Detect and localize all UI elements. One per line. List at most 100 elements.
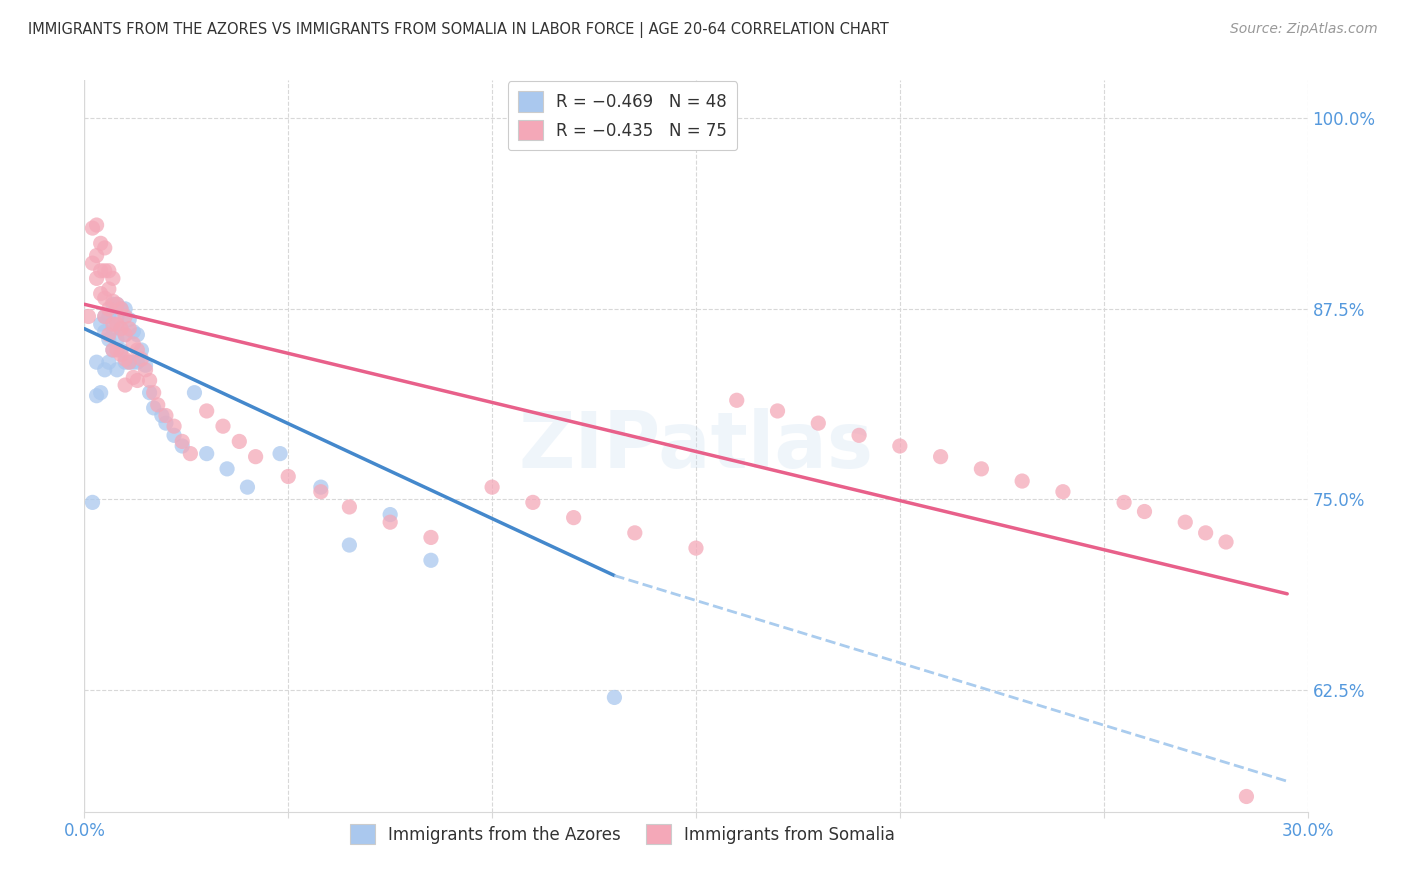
Point bbox=[93, 241, 115, 255]
Point bbox=[1215, 535, 1237, 549]
Point bbox=[138, 374, 160, 388]
Point bbox=[105, 310, 128, 324]
Point bbox=[122, 337, 145, 351]
Point bbox=[380, 515, 402, 529]
Point bbox=[114, 327, 136, 342]
Point bbox=[114, 378, 136, 392]
Point bbox=[179, 447, 201, 461]
Text: IMMIGRANTS FROM THE AZORES VS IMMIGRANTS FROM SOMALIA IN LABOR FORCE | AGE 20-64: IMMIGRANTS FROM THE AZORES VS IMMIGRANTS… bbox=[28, 22, 889, 38]
Point bbox=[685, 541, 707, 555]
Point bbox=[110, 347, 132, 362]
Point bbox=[110, 321, 132, 335]
Point bbox=[131, 352, 153, 367]
Point bbox=[90, 317, 112, 331]
Point bbox=[142, 385, 165, 400]
Legend: Immigrants from the Azores, Immigrants from Somalia: Immigrants from the Azores, Immigrants f… bbox=[343, 817, 901, 851]
Point bbox=[127, 327, 149, 342]
Point bbox=[481, 480, 503, 494]
Point bbox=[339, 538, 361, 552]
Point bbox=[127, 355, 149, 369]
Point bbox=[118, 312, 141, 326]
Point bbox=[86, 271, 108, 285]
Point bbox=[725, 393, 748, 408]
Point bbox=[86, 248, 108, 262]
Point bbox=[105, 332, 128, 346]
Point bbox=[1114, 495, 1136, 509]
Point bbox=[110, 301, 132, 316]
Point bbox=[86, 355, 108, 369]
Point bbox=[114, 327, 136, 342]
Point bbox=[131, 343, 153, 357]
Point bbox=[929, 450, 952, 464]
Point bbox=[1236, 789, 1258, 804]
Point bbox=[183, 385, 205, 400]
Point bbox=[146, 398, 169, 412]
Point bbox=[122, 355, 145, 369]
Point bbox=[77, 310, 100, 324]
Point bbox=[889, 439, 911, 453]
Point bbox=[105, 297, 128, 311]
Point bbox=[1174, 515, 1197, 529]
Point bbox=[110, 321, 132, 335]
Point bbox=[172, 434, 194, 449]
Point bbox=[97, 282, 120, 296]
Point bbox=[163, 428, 186, 442]
Point bbox=[93, 310, 115, 324]
Point bbox=[86, 218, 108, 232]
Point bbox=[163, 419, 186, 434]
Point bbox=[807, 416, 830, 430]
Point bbox=[105, 297, 128, 311]
Point bbox=[93, 310, 115, 324]
Point bbox=[97, 310, 120, 324]
Point bbox=[150, 409, 173, 423]
Point bbox=[195, 447, 218, 461]
Point bbox=[155, 409, 177, 423]
Point bbox=[90, 286, 112, 301]
Point bbox=[970, 462, 993, 476]
Point bbox=[90, 385, 112, 400]
Point bbox=[309, 480, 332, 494]
Point bbox=[142, 401, 165, 415]
Point bbox=[138, 385, 160, 400]
Point bbox=[127, 374, 149, 388]
Point bbox=[1052, 484, 1074, 499]
Point bbox=[114, 310, 136, 324]
Point bbox=[766, 404, 789, 418]
Point bbox=[93, 264, 115, 278]
Point bbox=[110, 343, 132, 357]
Point bbox=[101, 317, 124, 331]
Point bbox=[135, 363, 157, 377]
Point bbox=[624, 525, 647, 540]
Point bbox=[1195, 525, 1218, 540]
Point bbox=[380, 508, 402, 522]
Point bbox=[118, 321, 141, 335]
Point bbox=[155, 416, 177, 430]
Point bbox=[122, 370, 145, 384]
Point bbox=[245, 450, 267, 464]
Point bbox=[217, 462, 239, 476]
Point bbox=[420, 530, 443, 544]
Point bbox=[562, 510, 585, 524]
Text: ZIPatlas: ZIPatlas bbox=[519, 408, 873, 484]
Point bbox=[101, 321, 124, 335]
Point bbox=[101, 271, 124, 285]
Point bbox=[105, 317, 128, 331]
Point bbox=[97, 301, 120, 316]
Point bbox=[97, 264, 120, 278]
Point bbox=[228, 434, 250, 449]
Point bbox=[118, 355, 141, 369]
Point bbox=[82, 495, 104, 509]
Point bbox=[309, 484, 332, 499]
Point bbox=[93, 325, 115, 339]
Point bbox=[118, 355, 141, 369]
Point bbox=[110, 301, 132, 316]
Point bbox=[90, 264, 112, 278]
Point bbox=[212, 419, 235, 434]
Point bbox=[114, 355, 136, 369]
Point bbox=[114, 352, 136, 367]
Point bbox=[195, 404, 218, 418]
Point bbox=[1011, 474, 1033, 488]
Point bbox=[172, 439, 194, 453]
Point bbox=[101, 294, 124, 309]
Point bbox=[339, 500, 361, 514]
